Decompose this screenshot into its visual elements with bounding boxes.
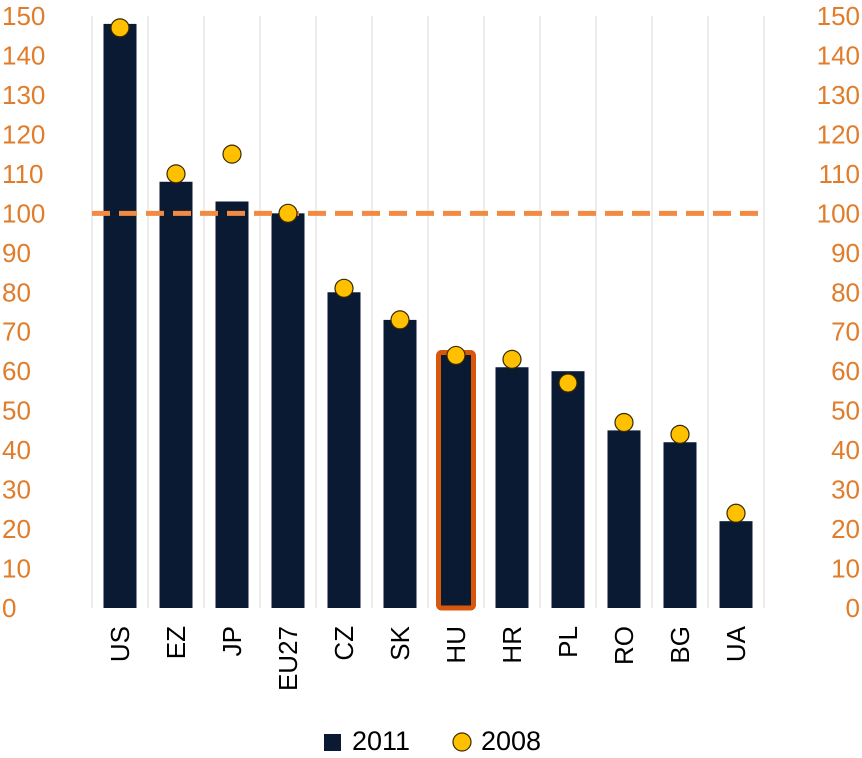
y-tick-label-left: 60 [2, 356, 31, 386]
legend-swatch-2011 [324, 734, 341, 751]
y-tick-label-right: 90 [831, 238, 860, 268]
y-tick-label-right: 130 [817, 80, 860, 110]
y-tick-label-left: 130 [2, 80, 45, 110]
y-tick-label-right: 150 [817, 1, 860, 31]
right-axis-ticks: 0 10 20 30 40 50 60 70 80 90 100 110 120 130 140 150 [817, 1, 860, 623]
bar-pl [551, 371, 585, 608]
y-tick-label-right: 0 [846, 593, 860, 623]
category-label-ua: UA [721, 625, 751, 662]
legend-swatch-2008 [452, 732, 472, 752]
y-tick-label-left: 20 [2, 514, 31, 544]
marker-eu27 [278, 203, 298, 223]
y-tick-label-right: 20 [831, 514, 860, 544]
y-tick-label-right: 50 [831, 396, 860, 426]
y-tick-label-left: 70 [2, 317, 31, 347]
y-tick-label-left: 80 [2, 277, 31, 307]
y-tick-label-right: 100 [817, 198, 860, 228]
bar-ro [607, 430, 641, 608]
y-tick-label-left: 110 [2, 159, 43, 189]
marker-ua [726, 503, 746, 523]
y-tick-label-left: 40 [2, 435, 31, 465]
category-label-hr: HR [497, 626, 527, 664]
y-tick-label-right: 110 [819, 159, 860, 189]
markers-2008 [110, 18, 746, 523]
y-tick-label-left: 30 [2, 475, 31, 505]
y-tick-label-right: 40 [831, 435, 860, 465]
marker-pl [558, 373, 578, 393]
category-label-pl: PL [553, 626, 583, 658]
legend-label-2008: 2008 [481, 726, 541, 753]
y-tick-label-left: 50 [2, 396, 31, 426]
marker-us [110, 18, 130, 38]
marker-ro [614, 412, 634, 433]
category-label-ro: RO [609, 626, 639, 665]
category-labels: US EZ JP EU27 CZ SK HU HR PL RO BG UA [105, 625, 751, 691]
category-label-us: US [105, 626, 135, 662]
legend: 2011 2008 [324, 726, 541, 756]
y-tick-label-right: 60 [831, 356, 860, 386]
y-tick-label-left: 140 [2, 40, 45, 70]
category-label-bg: BG [665, 626, 695, 664]
bar-ua [719, 521, 753, 608]
y-tick-label-right: 10 [831, 554, 860, 584]
y-tick-label-left: 90 [2, 238, 31, 268]
y-tick-label-right: 70 [831, 317, 860, 347]
bar-ez [159, 181, 193, 608]
y-tick-label-right: 30 [831, 475, 860, 505]
y-tick-label-right: 120 [817, 119, 860, 149]
bar-hr [495, 367, 529, 608]
category-label-sk: SK [385, 625, 415, 660]
marker-bg [670, 424, 690, 444]
bars-2011 [103, 23, 753, 609]
bar-us [103, 23, 137, 609]
left-axis-ticks: 0 10 20 30 40 50 60 70 80 90 100 110 120 130 140 150 [2, 1, 45, 623]
y-tick-label-left: 0 [2, 593, 16, 623]
category-label-eu27: EU27 [273, 626, 303, 691]
category-label-cz: CZ [329, 626, 359, 661]
marker-ez [166, 164, 186, 184]
bar-jp [215, 201, 249, 608]
y-tick-label-left: 120 [2, 119, 45, 149]
marker-hu [446, 345, 466, 366]
marker-jp [222, 144, 242, 164]
y-tick-label-left: 10 [2, 554, 31, 584]
grid-lines [91, 16, 765, 608]
y-tick-label-right: 140 [817, 40, 860, 70]
marker-hr [502, 349, 522, 369]
y-tick-label-right: 80 [831, 277, 860, 307]
marker-sk [390, 310, 410, 330]
bar-sk [383, 319, 417, 608]
bar-bg [663, 442, 697, 608]
bar-hu [439, 351, 473, 608]
legend-label-2011: 2011 [352, 726, 410, 753]
y-tick-label-left: 150 [2, 1, 45, 31]
category-label-jp: JP [217, 626, 247, 656]
category-label-hu: HU [441, 626, 471, 664]
bar-cz [327, 292, 361, 608]
y-tick-label-left: 100 [2, 198, 45, 228]
category-label-ez: EZ [161, 626, 191, 659]
marker-cz [334, 278, 354, 298]
bar-eu27 [271, 213, 305, 609]
